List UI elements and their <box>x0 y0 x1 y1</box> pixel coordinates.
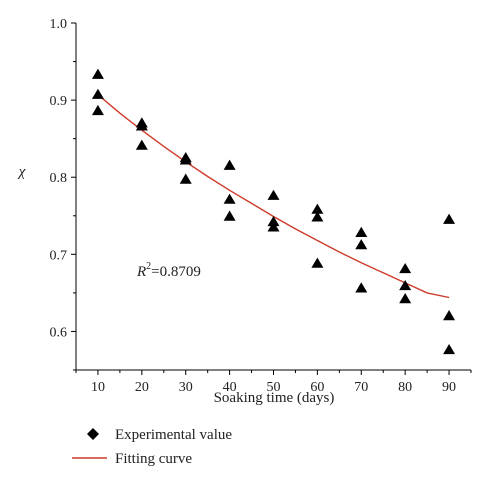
y-tick-label: 0.8 <box>50 171 68 186</box>
y-axis-title: χ <box>17 164 26 180</box>
data-point <box>311 203 324 214</box>
x-tick-label: 60 <box>310 380 324 395</box>
data-point <box>223 193 236 204</box>
x-tick-label: 90 <box>442 380 456 395</box>
r-squared-annotation: R2=0.8709 <box>136 261 201 280</box>
data-point <box>179 173 192 184</box>
data-point <box>223 210 236 221</box>
y-axis: 0.6 0.7 0.8 0.9 1.0 <box>50 17 76 371</box>
r-squared-prefix: R <box>136 264 146 280</box>
data-point <box>443 343 456 355</box>
data-point <box>91 68 104 79</box>
data-point <box>135 120 148 131</box>
x-tick-label: 80 <box>398 380 412 395</box>
data-point <box>443 310 456 321</box>
data-point <box>135 139 148 150</box>
legend-marker-experimental-value <box>87 428 99 440</box>
data-point <box>355 226 368 237</box>
y-tick-label: 0.7 <box>50 248 68 263</box>
data-point <box>399 279 412 291</box>
legend-label-fitting-curve: Fitting curve <box>115 451 192 467</box>
data-point <box>223 159 236 170</box>
data-point <box>267 221 280 232</box>
data-point <box>399 262 412 274</box>
x-tick-label: 20 <box>135 380 149 395</box>
data-point <box>311 257 324 268</box>
experimental-value-series <box>91 68 456 355</box>
data-point <box>91 88 104 99</box>
data-point <box>399 293 412 304</box>
x-tick-label: 50 <box>267 380 281 395</box>
y-tick-label: 1.0 <box>50 17 68 32</box>
r-squared-value: =0.8709 <box>151 264 201 280</box>
data-point <box>355 239 368 250</box>
y-tick-label: 0.9 <box>50 94 68 109</box>
x-axis-title: Soaking time (days) <box>214 390 335 406</box>
legend-label-experimental-value: Experimental value <box>115 427 232 443</box>
x-tick-label: 40 <box>223 380 237 395</box>
x-tick-label: 70 <box>354 380 368 395</box>
data-point <box>91 104 104 116</box>
legend: Experimental value Fitting curve <box>72 427 232 467</box>
data-point <box>355 282 368 293</box>
data-point <box>443 213 456 224</box>
data-point <box>267 189 280 200</box>
x-axis: 10 20 30 40 50 60 70 80 90 <box>75 370 472 395</box>
x-tick-label: 30 <box>179 380 193 395</box>
data-point <box>311 211 324 222</box>
y-tick-label: 0.6 <box>50 325 68 340</box>
data-point <box>179 154 192 165</box>
x-tick-label: 10 <box>91 380 105 395</box>
data-point <box>267 215 280 227</box>
r-squared-superscript: 2 <box>146 261 151 272</box>
